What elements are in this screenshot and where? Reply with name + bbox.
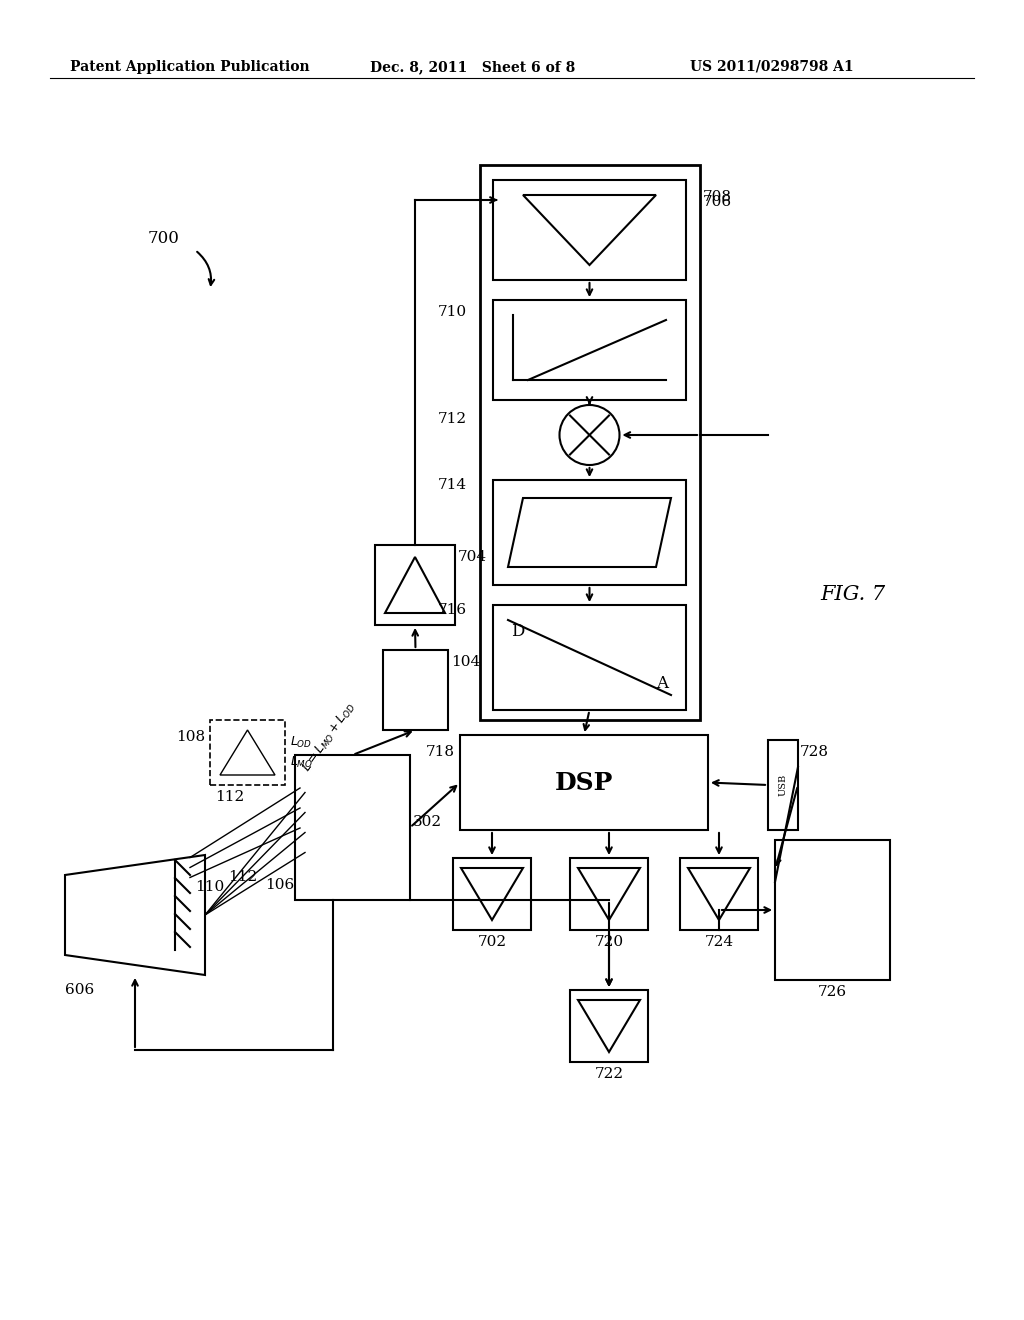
- Text: A: A: [656, 675, 668, 692]
- Bar: [570, 858, 648, 931]
- Text: $L = L_{MO} + L_{OD}$: $L = L_{MO} + L_{OD}$: [300, 700, 359, 775]
- Text: 712: 712: [438, 412, 467, 426]
- Bar: [460, 735, 708, 830]
- Bar: [775, 840, 890, 979]
- Bar: [295, 755, 410, 900]
- Bar: [480, 165, 700, 719]
- Text: 106: 106: [265, 878, 294, 892]
- Text: 714: 714: [438, 478, 467, 492]
- Text: 718: 718: [426, 744, 455, 759]
- Text: USB: USB: [778, 774, 787, 796]
- Text: 722: 722: [595, 1067, 624, 1081]
- Text: $L_{MO}$: $L_{MO}$: [290, 755, 313, 770]
- Bar: [493, 180, 686, 280]
- Text: 110: 110: [195, 880, 224, 894]
- Text: 702: 702: [477, 935, 507, 949]
- Bar: [493, 480, 686, 585]
- Bar: [493, 605, 686, 710]
- Text: $L_{OD}$: $L_{OD}$: [290, 735, 312, 750]
- Text: 704: 704: [458, 550, 487, 564]
- Text: 716: 716: [438, 603, 467, 616]
- Text: Dec. 8, 2011   Sheet 6 of 8: Dec. 8, 2011 Sheet 6 of 8: [370, 59, 575, 74]
- Text: 700: 700: [148, 230, 180, 247]
- Text: D: D: [511, 623, 524, 640]
- Text: 726: 726: [818, 985, 847, 999]
- Text: US 2011/0298798 A1: US 2011/0298798 A1: [690, 59, 854, 74]
- Text: FIG. 7: FIG. 7: [820, 585, 885, 605]
- Text: 728: 728: [800, 744, 829, 759]
- Text: 302: 302: [413, 814, 442, 829]
- Text: Patent Application Publication: Patent Application Publication: [70, 59, 309, 74]
- Text: 708: 708: [703, 190, 732, 205]
- Text: 724: 724: [705, 935, 733, 949]
- Bar: [768, 741, 798, 830]
- Bar: [453, 858, 531, 931]
- Bar: [493, 300, 686, 400]
- Text: 112: 112: [228, 870, 257, 884]
- Text: 108: 108: [176, 730, 205, 744]
- Bar: [210, 719, 285, 785]
- Text: 112: 112: [215, 789, 245, 804]
- Text: 706: 706: [703, 195, 732, 209]
- Text: 720: 720: [595, 935, 624, 949]
- Bar: [375, 545, 455, 624]
- Text: 606: 606: [65, 983, 94, 997]
- Bar: [680, 858, 758, 931]
- Bar: [383, 649, 449, 730]
- Text: 104: 104: [451, 655, 480, 669]
- Text: 710: 710: [438, 305, 467, 319]
- Text: DSP: DSP: [555, 771, 613, 795]
- Bar: [570, 990, 648, 1063]
